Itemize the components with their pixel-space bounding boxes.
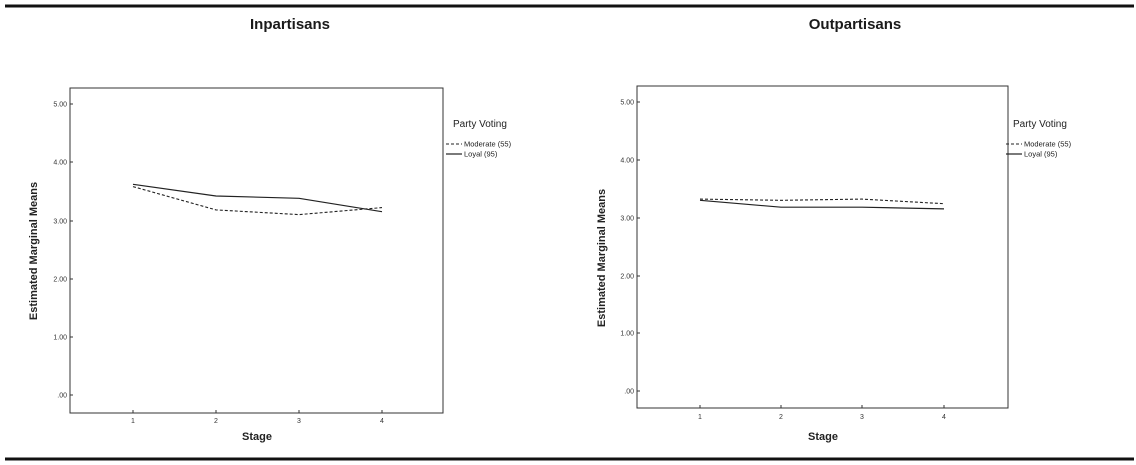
series-line-loyal xyxy=(699,199,945,210)
x-ticks: 1 2 3 4 xyxy=(698,405,946,421)
y-ticks: .00 1.00 2.00 3.00 4.00 5.00 xyxy=(53,102,73,400)
y-tick-label: .00 xyxy=(624,389,634,396)
legend-item-loyal: Loyal (95) xyxy=(464,150,498,159)
y-tick-label: 4.00 xyxy=(53,160,67,167)
legend: Party Voting Moderate (55) Loyal (95) xyxy=(446,119,512,159)
series-line-moderate xyxy=(699,198,945,205)
y-tick-label: 5.00 xyxy=(53,102,67,109)
series-line-loyal xyxy=(132,183,383,213)
x-tick-label: 4 xyxy=(380,418,384,425)
x-tick-label: 3 xyxy=(297,418,301,425)
panel-title: Outpartisans xyxy=(809,16,902,33)
y-tick-label: 2.00 xyxy=(620,274,634,281)
x-tick-label: 2 xyxy=(214,418,218,425)
panel-title: Inpartisans xyxy=(250,16,330,33)
legend-item-loyal: Loyal (95) xyxy=(1024,150,1058,159)
x-axis-label: Stage xyxy=(242,431,272,443)
legend-item-moderate: Moderate (55) xyxy=(1024,140,1072,149)
x-tick-label: 1 xyxy=(131,418,135,425)
y-tick-label: 4.00 xyxy=(620,158,634,165)
y-tick-label: 3.00 xyxy=(53,219,67,226)
series-loyal xyxy=(699,199,945,210)
series-line-moderate xyxy=(132,186,383,216)
x-ticks: 1 2 3 4 xyxy=(131,410,384,425)
y-tick-label: 2.00 xyxy=(53,277,67,284)
x-axis-label: Stage xyxy=(808,431,838,443)
y-axis-label: Estimated Marginal Means xyxy=(28,182,40,320)
panel-outpartisans: Outpartisans Estimated Marginal Means St… xyxy=(596,16,1072,443)
y-tick-label: 5.00 xyxy=(620,100,634,107)
y-tick-label: .00 xyxy=(57,393,67,400)
x-tick-label: 3 xyxy=(860,414,864,421)
series-moderate xyxy=(132,186,383,216)
series-loyal xyxy=(132,183,383,213)
legend-title: Party Voting xyxy=(453,119,507,130)
legend: Party Voting Moderate (55) Loyal (95) xyxy=(1006,119,1072,159)
plot-frame xyxy=(636,85,1009,409)
x-tick-label: 2 xyxy=(779,414,783,421)
legend-title: Party Voting xyxy=(1013,119,1067,130)
legend-item-moderate: Moderate (55) xyxy=(464,140,512,149)
y-tick-label: 3.00 xyxy=(620,216,634,223)
x-tick-label: 1 xyxy=(698,414,702,421)
plot-frame xyxy=(69,87,444,414)
y-axis-label: Estimated Marginal Means xyxy=(596,189,608,327)
panel-inpartisans: Inpartisans Estimated Marginal Means Sta… xyxy=(28,16,512,443)
y-tick-label: 1.00 xyxy=(53,335,67,342)
series-moderate xyxy=(699,198,945,205)
x-tick-label: 4 xyxy=(942,414,946,421)
y-ticks: .00 1.00 2.00 3.00 4.00 5.00 xyxy=(620,100,640,396)
y-tick-label: 1.00 xyxy=(620,331,634,338)
